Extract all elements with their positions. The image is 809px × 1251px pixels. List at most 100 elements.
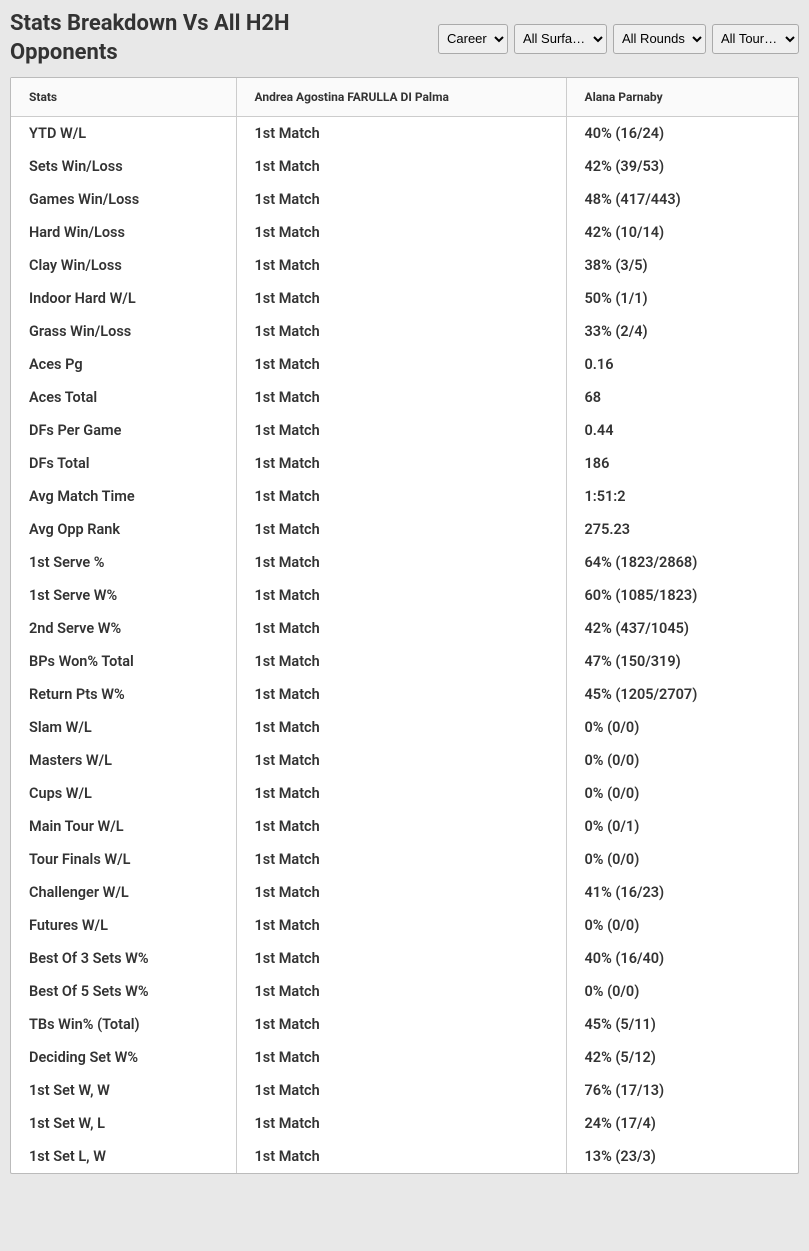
- page-title: Stats Breakdown Vs All H2H Opponents: [10, 10, 370, 67]
- col-header-player2: Alana Parnaby: [566, 78, 798, 117]
- player1-value-cell: 1st Match: [236, 909, 566, 942]
- player2-value-cell: 0.16: [566, 348, 798, 381]
- col-header-player1: Andrea Agostina FARULLA DI Palma: [236, 78, 566, 117]
- player2-value-cell: 50% (1/1): [566, 282, 798, 315]
- table-row: Grass Win/Loss1st Match33% (2/4): [11, 315, 798, 348]
- player1-value-cell: 1st Match: [236, 348, 566, 381]
- table-row: DFs Per Game1st Match0.44: [11, 414, 798, 447]
- player2-value-cell: 42% (39/53): [566, 150, 798, 183]
- player2-value-cell: 68: [566, 381, 798, 414]
- player1-value-cell: 1st Match: [236, 744, 566, 777]
- tour-select[interactable]: All Tour…: [712, 24, 799, 54]
- stat-name-cell: 1st Serve %: [11, 546, 236, 579]
- player2-value-cell: 40% (16/24): [566, 117, 798, 151]
- stat-name-cell: Avg Opp Rank: [11, 513, 236, 546]
- player1-value-cell: 1st Match: [236, 480, 566, 513]
- stat-name-cell: 1st Set W, W: [11, 1074, 236, 1107]
- table-row: YTD W/L1st Match40% (16/24): [11, 117, 798, 151]
- player2-value-cell: 48% (417/443): [566, 183, 798, 216]
- table-row: Avg Opp Rank1st Match275.23: [11, 513, 798, 546]
- player2-value-cell: 42% (5/12): [566, 1041, 798, 1074]
- player1-value-cell: 1st Match: [236, 282, 566, 315]
- player2-value-cell: 76% (17/13): [566, 1074, 798, 1107]
- table-row: Sets Win/Loss1st Match42% (39/53): [11, 150, 798, 183]
- player2-value-cell: 45% (5/11): [566, 1008, 798, 1041]
- player2-value-cell: 0.44: [566, 414, 798, 447]
- stat-name-cell: DFs Per Game: [11, 414, 236, 447]
- stat-name-cell: Return Pts W%: [11, 678, 236, 711]
- stat-name-cell: Avg Match Time: [11, 480, 236, 513]
- timeframe-select[interactable]: Career: [438, 24, 508, 54]
- player2-value-cell: 41% (16/23): [566, 876, 798, 909]
- stat-name-cell: 1st Set W, L: [11, 1107, 236, 1140]
- stat-name-cell: BPs Won% Total: [11, 645, 236, 678]
- player2-value-cell: 24% (17/4): [566, 1107, 798, 1140]
- table-row: Best Of 5 Sets W%1st Match0% (0/0): [11, 975, 798, 1008]
- player2-value-cell: 13% (23/3): [566, 1140, 798, 1173]
- player2-value-cell: 275.23: [566, 513, 798, 546]
- player2-value-cell: 0% (0/0): [566, 744, 798, 777]
- player2-value-cell: 0% (0/0): [566, 711, 798, 744]
- player1-value-cell: 1st Match: [236, 414, 566, 447]
- surface-select[interactable]: All Surfa…: [514, 24, 607, 54]
- player1-value-cell: 1st Match: [236, 777, 566, 810]
- table-row: 1st Set L, W1st Match13% (23/3): [11, 1140, 798, 1173]
- player1-value-cell: 1st Match: [236, 249, 566, 282]
- player1-value-cell: 1st Match: [236, 645, 566, 678]
- player2-value-cell: 0% (0/0): [566, 975, 798, 1008]
- stat-name-cell: TBs Win% (Total): [11, 1008, 236, 1041]
- table-row: TBs Win% (Total)1st Match45% (5/11): [11, 1008, 798, 1041]
- player2-value-cell: 33% (2/4): [566, 315, 798, 348]
- player1-value-cell: 1st Match: [236, 810, 566, 843]
- player1-value-cell: 1st Match: [236, 579, 566, 612]
- player1-value-cell: 1st Match: [236, 546, 566, 579]
- stat-name-cell: Games Win/Loss: [11, 183, 236, 216]
- player2-value-cell: 40% (16/40): [566, 942, 798, 975]
- player1-value-cell: 1st Match: [236, 711, 566, 744]
- player2-value-cell: 186: [566, 447, 798, 480]
- stat-name-cell: 1st Serve W%: [11, 579, 236, 612]
- stat-name-cell: Best Of 5 Sets W%: [11, 975, 236, 1008]
- stats-table-wrap: Stats Andrea Agostina FARULLA DI Palma A…: [10, 77, 799, 1174]
- table-row: DFs Total1st Match186: [11, 447, 798, 480]
- table-row: Tour Finals W/L1st Match0% (0/0): [11, 843, 798, 876]
- table-row: 1st Serve W%1st Match60% (1085/1823): [11, 579, 798, 612]
- player1-value-cell: 1st Match: [236, 1107, 566, 1140]
- table-row: Futures W/L1st Match0% (0/0): [11, 909, 798, 942]
- player2-value-cell: 38% (3/5): [566, 249, 798, 282]
- player1-value-cell: 1st Match: [236, 1140, 566, 1173]
- player1-value-cell: 1st Match: [236, 678, 566, 711]
- player1-value-cell: 1st Match: [236, 216, 566, 249]
- table-row: Challenger W/L1st Match41% (16/23): [11, 876, 798, 909]
- table-row: 1st Set W, W1st Match76% (17/13): [11, 1074, 798, 1107]
- player1-value-cell: 1st Match: [236, 513, 566, 546]
- player2-value-cell: 0% (0/1): [566, 810, 798, 843]
- table-row: Aces Total1st Match68: [11, 381, 798, 414]
- player2-value-cell: 47% (150/319): [566, 645, 798, 678]
- player1-value-cell: 1st Match: [236, 150, 566, 183]
- table-row: BPs Won% Total1st Match47% (150/319): [11, 645, 798, 678]
- stat-name-cell: YTD W/L: [11, 117, 236, 151]
- stat-name-cell: Sets Win/Loss: [11, 150, 236, 183]
- player1-value-cell: 1st Match: [236, 447, 566, 480]
- table-row: Games Win/Loss1st Match48% (417/443): [11, 183, 798, 216]
- col-header-stats: Stats: [11, 78, 236, 117]
- table-row: Main Tour W/L1st Match0% (0/1): [11, 810, 798, 843]
- player1-value-cell: 1st Match: [236, 381, 566, 414]
- table-row: Slam W/L1st Match0% (0/0): [11, 711, 798, 744]
- table-row: Aces Pg1st Match0.16: [11, 348, 798, 381]
- stat-name-cell: Clay Win/Loss: [11, 249, 236, 282]
- stat-name-cell: Aces Pg: [11, 348, 236, 381]
- filters-bar: Career All Surfa… All Rounds All Tour…: [438, 24, 799, 54]
- player2-value-cell: 0% (0/0): [566, 777, 798, 810]
- player2-value-cell: 0% (0/0): [566, 843, 798, 876]
- table-row: 1st Serve %1st Match64% (1823/2868): [11, 546, 798, 579]
- table-row: Indoor Hard W/L1st Match50% (1/1): [11, 282, 798, 315]
- round-select[interactable]: All Rounds: [613, 24, 706, 54]
- stat-name-cell: Slam W/L: [11, 711, 236, 744]
- table-row: Avg Match Time1st Match1:51:2: [11, 480, 798, 513]
- table-row: 1st Set W, L1st Match24% (17/4): [11, 1107, 798, 1140]
- table-row: Hard Win/Loss1st Match42% (10/14): [11, 216, 798, 249]
- player1-value-cell: 1st Match: [236, 183, 566, 216]
- stat-name-cell: Grass Win/Loss: [11, 315, 236, 348]
